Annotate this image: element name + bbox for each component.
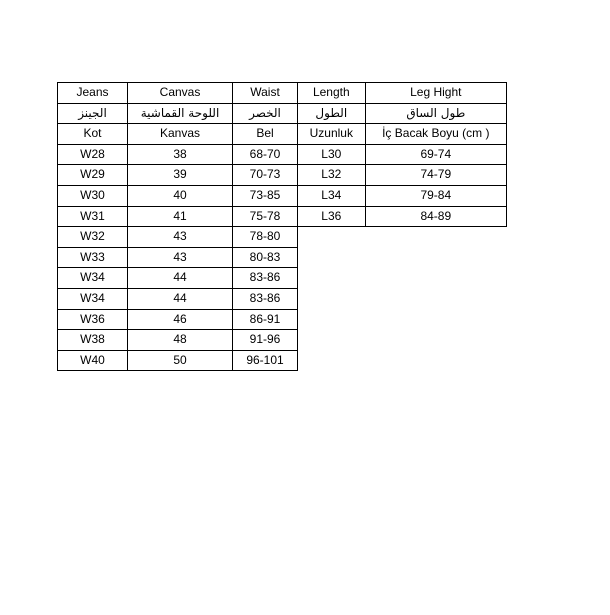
cell-canvas: 41: [127, 205, 233, 228]
header-waist-en: Waist: [232, 82, 298, 104]
cell-waist: 80-83: [232, 246, 298, 269]
header-length-tr: Uzunluk: [297, 123, 366, 145]
cell-leg: 84-89: [364, 205, 508, 228]
table-row: W34 44 83-86: [57, 287, 298, 310]
header-jeans-en: Jeans: [57, 82, 128, 104]
cell-jeans: W29: [57, 164, 128, 186]
cell-waist: 86-91: [232, 308, 298, 331]
table-row: L30 69-74: [297, 143, 508, 166]
cell-waist: 75-78: [232, 205, 298, 228]
size-chart-container: Jeans Canvas Waist الجينز اللوحة القماشي…: [57, 82, 508, 372]
header-row-arabic: الطول طول الساق: [297, 102, 508, 125]
cell-jeans: W33: [57, 246, 128, 269]
table-row: W40 50 96-101: [57, 349, 298, 372]
cell-jeans: W38: [57, 329, 128, 351]
header-leg-en: Leg Hight: [364, 82, 508, 104]
header-canvas-tr: Kanvas: [127, 123, 233, 145]
table-row: W29 39 70-73: [57, 164, 298, 186]
cell-length: L32: [297, 164, 366, 186]
cell-jeans: W28: [57, 143, 128, 166]
cell-waist: 83-86: [232, 287, 298, 310]
table-row: W33 43 80-83: [57, 246, 298, 269]
header-row-english: Jeans Canvas Waist: [57, 82, 298, 104]
table-row: L32 74-79: [297, 164, 508, 186]
cell-jeans: W31: [57, 205, 128, 228]
cell-jeans: W34: [57, 287, 128, 310]
cell-waist: 91-96: [232, 329, 298, 351]
table-row: W34 44 83-86: [57, 267, 298, 289]
table-row: W31 41 75-78: [57, 205, 298, 228]
header-jeans-tr: Kot: [57, 123, 128, 145]
cell-canvas: 48: [127, 329, 233, 351]
header-row-arabic: الجينز اللوحة القماشية الخصر: [57, 102, 298, 125]
header-canvas-ar: اللوحة القماشية: [127, 102, 233, 125]
cell-leg: 69-74: [364, 143, 508, 166]
length-table-body: Length Leg Hight الطول طول الساق Uzunluk…: [297, 82, 508, 228]
cell-jeans: W30: [57, 184, 128, 207]
cell-leg: 74-79: [364, 164, 508, 186]
table-row: L36 84-89: [297, 205, 508, 228]
cell-jeans: W32: [57, 226, 128, 248]
cell-leg: 79-84: [364, 184, 508, 207]
cell-waist: 83-86: [232, 267, 298, 289]
cell-jeans: W40: [57, 349, 128, 372]
cell-jeans: W34: [57, 267, 128, 289]
leg-length-table: Length Leg Hight الطول طول الساق Uzunluk…: [297, 82, 508, 228]
header-leg-ar: طول الساق: [364, 102, 508, 125]
waist-table-body: Jeans Canvas Waist الجينز اللوحة القماشي…: [57, 82, 298, 372]
header-row-english: Length Leg Hight: [297, 82, 508, 104]
header-waist-ar: الخصر: [232, 102, 298, 125]
cell-waist: 68-70: [232, 143, 298, 166]
cell-canvas: 39: [127, 164, 233, 186]
header-row-turkish: Kot Kanvas Bel: [57, 123, 298, 145]
cell-canvas: 44: [127, 267, 233, 289]
cell-canvas: 44: [127, 287, 233, 310]
header-canvas-en: Canvas: [127, 82, 233, 104]
header-waist-tr: Bel: [232, 123, 298, 145]
header-row-turkish: Uzunluk İç Bacak Boyu (cm ): [297, 123, 508, 145]
cell-canvas: 38: [127, 143, 233, 166]
table-row: W28 38 68-70: [57, 143, 298, 166]
cell-canvas: 46: [127, 308, 233, 331]
table-row: W30 40 73-85: [57, 184, 298, 207]
cell-canvas: 50: [127, 349, 233, 372]
cell-waist: 96-101: [232, 349, 298, 372]
table-row: W32 43 78-80: [57, 226, 298, 248]
cell-canvas: 43: [127, 246, 233, 269]
cell-waist: 70-73: [232, 164, 298, 186]
header-leg-tr: İç Bacak Boyu (cm ): [364, 123, 508, 145]
waist-size-table: Jeans Canvas Waist الجينز اللوحة القماشي…: [57, 82, 298, 372]
table-row: W36 46 86-91: [57, 308, 298, 331]
header-length-ar: الطول: [297, 102, 366, 125]
cell-length: L34: [297, 184, 366, 207]
cell-length: L30: [297, 143, 366, 166]
cell-waist: 73-85: [232, 184, 298, 207]
cell-jeans: W36: [57, 308, 128, 331]
table-row: W38 48 91-96: [57, 329, 298, 351]
cell-canvas: 40: [127, 184, 233, 207]
table-row: L34 79-84: [297, 184, 508, 207]
header-jeans-ar: الجينز: [57, 102, 128, 125]
cell-canvas: 43: [127, 226, 233, 248]
cell-length: L36: [297, 205, 366, 228]
header-length-en: Length: [297, 82, 366, 104]
cell-waist: 78-80: [232, 226, 298, 248]
